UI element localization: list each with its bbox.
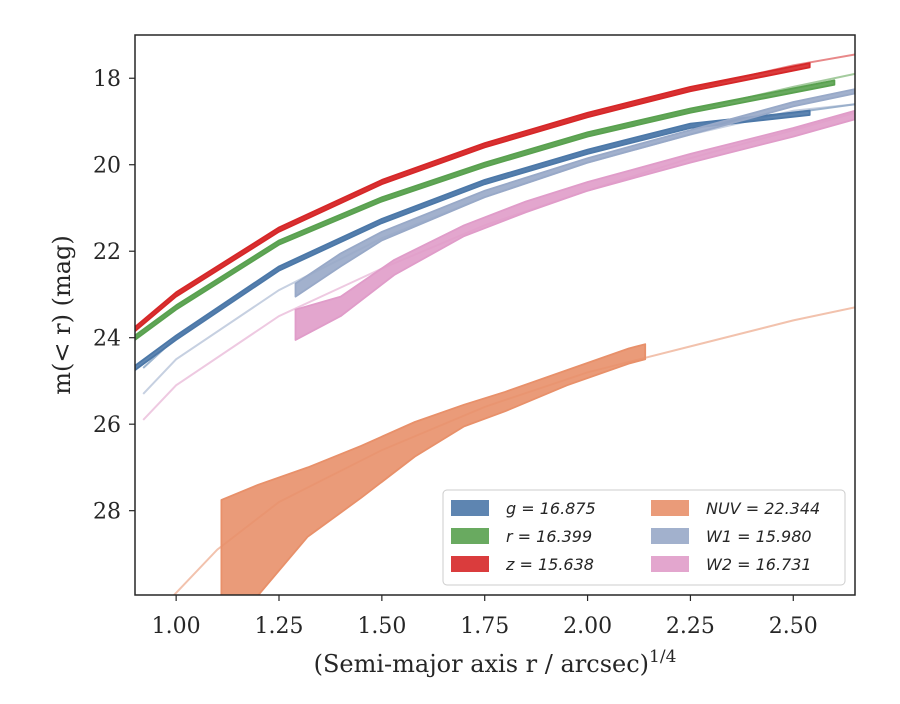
legend: g = 16.875 r = 16.399 z = 15.638 NUV = 22.3… [442,489,846,586]
legend-swatch-w1 [651,528,689,544]
x-axis-label: (Semi-major axis r / arcsec)1/4 [314,647,677,678]
y-axis-label: m(< r) (mag) [48,235,76,394]
legend-label-r: r = 16.399 [506,527,592,546]
x-tick-label: 1.50 [357,614,406,639]
band-g [135,109,811,371]
legend-box [442,489,846,586]
legend-label-z: z = 15.638 [505,555,594,574]
series-layer [135,53,855,595]
plot-frame [134,34,856,596]
model-curve-r [135,72,855,339]
legend-label-g: g = 16.875 [506,499,596,518]
y-tick-label: 26 [93,413,121,438]
y-tick-label: 24 [93,327,121,352]
x-axis-label-text: (Semi-major axis r / arcsec) [314,650,649,678]
band-z [135,62,811,333]
x-tick-label: 1.25 [255,614,304,639]
y-tick-label: 20 [93,154,121,179]
legend-swatch-r [451,528,489,544]
x-tick-label: 2.00 [563,614,612,639]
x-tick-label: 2.50 [769,614,818,639]
band-w1 [294,88,855,298]
legend-label-w1: W1 = 15.980 [706,527,812,546]
legend-label-w2: W2 = 16.731 [706,555,812,574]
legend-swatch-nuv [651,500,689,516]
x-axis-label-superscript: 1/4 [649,647,676,667]
x-tick-label: 2.25 [666,614,715,639]
band-nuv [220,343,647,595]
legend-swatch-w2 [651,556,689,572]
band-w2 [294,109,855,341]
legend-swatch-g [451,500,489,516]
ticks-layer: 1.00 1.25 1.50 1.75 2.00 2.25 2.50 18 20 22 24 26 28 [93,67,818,639]
x-tick-label: 1.75 [460,614,509,639]
legend-label-nuv: NUV = 22.344 [706,499,820,518]
y-tick-label: 28 [93,500,121,525]
band-r [135,79,836,341]
y-tick-label: 18 [93,67,121,92]
legend-swatch-z [451,556,489,572]
x-tick-label: 1.00 [152,614,201,639]
y-tick-label: 22 [93,240,121,265]
